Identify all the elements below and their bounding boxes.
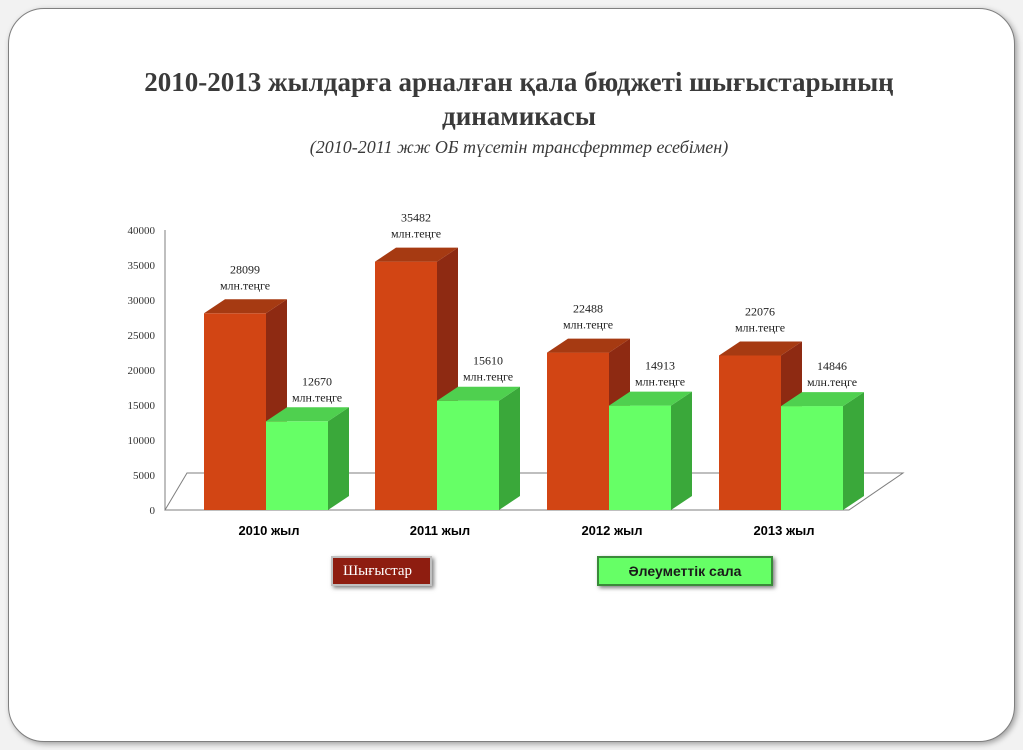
slide: 2010-2013 жылдарға арналған қала бюджеті… — [8, 8, 1015, 742]
bar-social-side — [671, 391, 692, 510]
label-expenses-value: 35482 — [401, 211, 431, 225]
bar-expenses-front — [547, 352, 609, 510]
bar-social-top — [437, 386, 520, 401]
legend-social: Әлеуметтік сала — [597, 556, 773, 586]
bar-expenses-top — [719, 341, 802, 356]
bar-expenses-top — [204, 299, 287, 314]
label-expenses-unit: млн.теңге — [220, 278, 270, 292]
label-expenses-unit: млн.теңге — [391, 227, 441, 241]
y-tick-label: 15000 — [128, 400, 156, 412]
x-tick-label: 2013 жыл — [753, 523, 814, 538]
label-social-unit: млн.теңге — [635, 375, 685, 389]
label-social-unit: млн.теңге — [463, 370, 513, 384]
y-tick-label: 40000 — [128, 225, 156, 237]
label-expenses-value: 22076 — [745, 304, 775, 318]
bar-social-top — [609, 391, 692, 406]
bar-expenses-top — [375, 247, 458, 262]
label-expenses-unit: млн.теңге — [563, 318, 613, 332]
label-social-value: 12670 — [302, 374, 332, 388]
label-expenses-unit: млн.теңге — [735, 320, 785, 334]
bar-expenses-front — [204, 313, 266, 510]
bar-social-top — [266, 407, 349, 422]
x-tick-label: 2012 жыл — [581, 523, 642, 538]
x-tick-label: 2010 жыл — [238, 523, 299, 538]
bar-social-side — [328, 407, 349, 510]
y-tick-label: 30000 — [128, 295, 156, 307]
bar-social-front — [781, 406, 843, 510]
bar-social — [437, 386, 520, 510]
bar-social-top — [781, 392, 864, 407]
bar-social — [781, 392, 864, 510]
y-tick-label: 5000 — [133, 470, 156, 482]
bar-expenses-front — [719, 355, 781, 510]
bar-chart: 0 5000 10000 15000 20000 25000 30000 35000 40000… — [128, 211, 905, 538]
label-expenses-value: 28099 — [230, 262, 260, 276]
bar-social-front — [609, 405, 671, 510]
bar-social — [609, 391, 692, 510]
legend-expenses: Шығыстар — [331, 556, 432, 586]
y-tick-label: 10000 — [128, 435, 156, 447]
chart-subtitle: (2010-2011 жж ОБ түсетін трансферттер ес… — [309, 137, 729, 157]
y-tick-label: 35000 — [128, 260, 156, 272]
chart-title: 2010-2013 жылдарға арналған қала бюджеті… — [144, 67, 894, 131]
label-social-unit: млн.теңге — [292, 390, 342, 404]
y-tick-label: 25000 — [128, 330, 156, 342]
label-social-unit: млн.теңге — [807, 375, 857, 389]
bar-social-side — [499, 386, 520, 510]
bar-expenses-top — [547, 338, 630, 353]
bar-social-front — [266, 421, 328, 510]
bar-expenses-front — [375, 261, 437, 510]
label-social-value: 14913 — [645, 359, 675, 373]
label-social-value: 15610 — [473, 354, 503, 368]
label-social-value: 14846 — [817, 359, 847, 373]
bar-social-side — [843, 392, 864, 510]
x-tick-label: 2011 жыл — [410, 523, 470, 538]
y-tick-label: 0 — [150, 505, 156, 517]
bar-social — [266, 407, 349, 510]
y-tick-label: 20000 — [128, 365, 156, 377]
label-expenses-value: 22488 — [573, 302, 603, 316]
bar-social-front — [437, 400, 499, 510]
